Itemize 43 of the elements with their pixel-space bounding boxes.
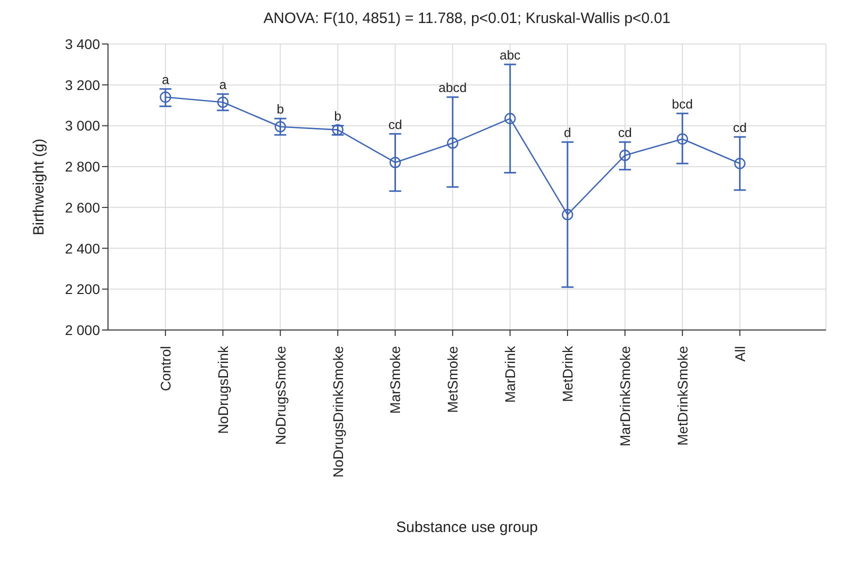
y-axis-title: Birthweight (g) <box>30 138 48 236</box>
x-tick-label: MetSmoke <box>444 346 461 413</box>
point <box>446 137 458 149</box>
annotation: b <box>334 108 342 124</box>
annotation: b <box>276 102 284 117</box>
y-tick-label: 3 400 <box>64 36 100 52</box>
y-tick-label: 3 200 <box>64 76 100 93</box>
x-tick-label: MarDrink <box>502 345 518 403</box>
point <box>562 208 574 220</box>
y-tick-label: 2 600 <box>64 199 100 216</box>
x-tick-label: MetDrink <box>560 345 576 402</box>
annotation: cd <box>732 120 747 135</box>
point <box>734 158 746 170</box>
annotation: cd <box>388 116 402 132</box>
annotation: d <box>564 125 572 140</box>
y-tick-label: 2 400 <box>64 240 100 256</box>
x-axis-title: Substance use group <box>396 519 538 536</box>
point <box>217 96 229 108</box>
point <box>274 121 286 132</box>
x-tick-label: NoDrugsDrink <box>214 345 231 434</box>
annotation: a <box>162 72 170 87</box>
y-tick-label: 2 200 <box>64 281 100 298</box>
x-tick-label: All <box>732 346 748 362</box>
x-tick-label: MarSmoke <box>387 346 404 414</box>
x-tick-label: NoDrugsSmoke <box>272 346 288 445</box>
y-tick-label: 2 000 <box>64 322 100 338</box>
chart-title: ANOVA: F(10, 4851) = 11.788, p<0.01; Kruskal-Wallis p<0.01 <box>262 9 672 29</box>
x-tick-label: NoDrugsDrinkSmoke <box>330 346 346 478</box>
annotation: bcd <box>672 96 693 112</box>
annotation: a <box>219 77 228 92</box>
x-tick-label: Control <box>157 346 174 392</box>
y-tick-label: 2 800 <box>64 158 100 175</box>
y-tick-label: 3 000 <box>64 118 100 134</box>
x-tick-label: MetDrinkSmoke <box>674 346 690 446</box>
annotation: abcd <box>438 80 467 96</box>
point <box>390 156 401 168</box>
point <box>619 150 631 161</box>
annotation: abc <box>500 47 522 62</box>
x-tick-label: MarDrinkSmoke <box>616 346 633 446</box>
annotation: cd <box>618 125 632 140</box>
point <box>504 112 516 124</box>
point <box>160 91 172 103</box>
point <box>676 133 688 145</box>
